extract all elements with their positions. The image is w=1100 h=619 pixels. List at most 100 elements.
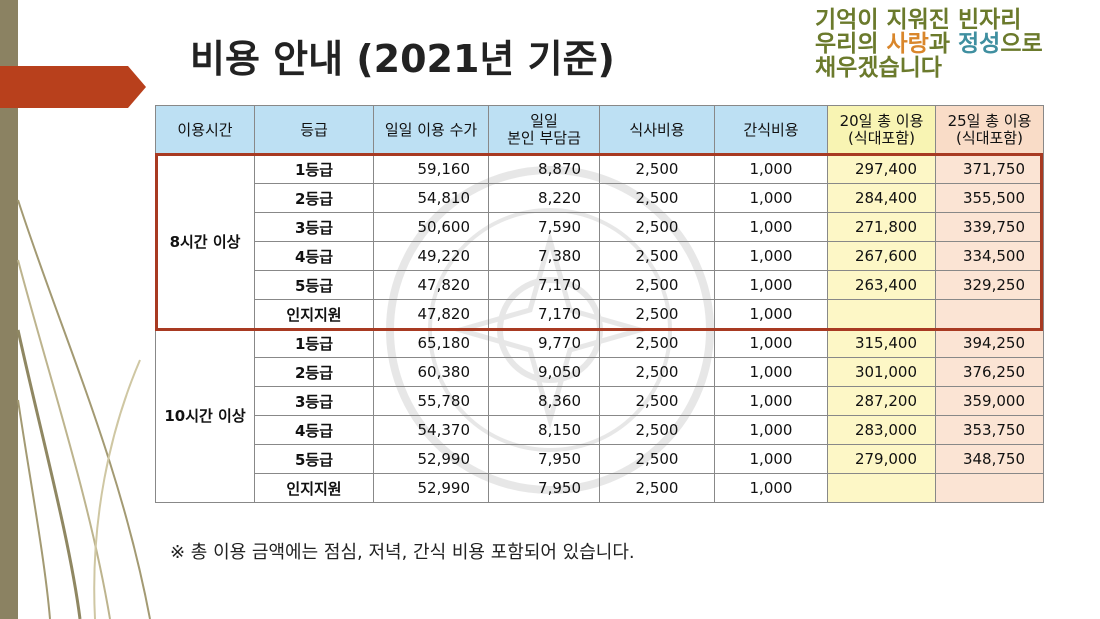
table-row: 8시간 이상 1등급 59,160 8,870 2,500 1,000 297,400 371…: [155, 154, 1044, 329]
total-20-cell: 283,000: [827, 415, 936, 445]
self-pay-cell: 8,870: [488, 154, 600, 184]
table-row: 5등급 52,990 7,950 2,500 1,000 279,000 348,750: [156, 444, 1044, 474]
meal-cost-cell: 2,500: [599, 212, 715, 242]
table-row: 인지지원 52,990 7,950 2,500 1,000: [156, 473, 1044, 503]
total-25-cell: 329,250: [935, 270, 1044, 300]
grade-cell: 3등급: [254, 212, 374, 242]
daily-fee-cell: 65,180: [373, 328, 489, 358]
grade-cell: 2등급: [254, 357, 374, 387]
header-self-pay-line1: 일일: [530, 112, 558, 130]
daily-fee-cell: 60,380: [373, 357, 489, 387]
snack-cost-cell: 1,000: [714, 357, 828, 387]
red-arrow-tab: [0, 66, 146, 108]
tagline-love: 사랑: [886, 31, 929, 57]
left-decorative-band: [0, 0, 18, 619]
fee-table-container: 이용시간 등급 일일 이용 수가 일일 본인 부담금 식사비용 간식비용 20일 …: [155, 105, 1044, 503]
tagline-line2-suffix: 으로: [1000, 31, 1043, 57]
snack-cost-cell: 1,000: [714, 183, 828, 213]
header-self-pay: 일일 본인 부담금: [488, 105, 600, 155]
total-25-cell: 359,000: [935, 386, 1044, 416]
total-25-cell: 339,750: [935, 212, 1044, 242]
tagline-line3: 채우겠습니다: [815, 55, 942, 81]
tagline: 기억이 지워진 빈자리 우리의 사랑과 정성으로 채우겠습니다: [815, 8, 1043, 80]
footnote: ※ 총 이용 금액에는 점심, 저녁, 간식 비용 포함되어 있습니다.: [170, 542, 635, 563]
meal-cost-cell: 2,500: [599, 415, 715, 445]
header-total-25: 25일 총 이용 (식대포함): [935, 105, 1044, 155]
grade-cell: 4등급: [254, 415, 374, 445]
tagline-line1: 기억이 지워진 빈자리: [815, 7, 1022, 33]
daily-fee-cell: 49,220: [373, 241, 489, 271]
grade-cell: 인지지원: [254, 299, 374, 329]
self-pay-cell: 7,170: [488, 299, 600, 329]
total-20-cell: 279,000: [827, 444, 936, 474]
meal-cost-cell: 2,500: [599, 299, 715, 329]
self-pay-cell: 7,590: [488, 212, 600, 242]
header-time: 이용시간: [155, 105, 255, 155]
total-25-cell: [935, 299, 1044, 329]
meal-cost-cell: 2,500: [599, 444, 715, 474]
total-25-cell: [935, 473, 1044, 503]
total-20-cell: 263,400: [827, 270, 936, 300]
table-row: 2등급 54,810 8,220 2,500 1,000 284,400 355,500: [156, 183, 1044, 213]
total-20-cell: 267,600: [827, 241, 936, 271]
meal-cost-cell: 2,500: [599, 154, 715, 184]
snack-cost-cell: 1,000: [714, 444, 828, 474]
table-row: 인지지원 47,820 7,170 2,500 1,000: [156, 299, 1044, 329]
meal-cost-cell: 2,500: [599, 328, 715, 358]
grade-cell: 1등급: [254, 154, 374, 184]
table-row: 5등급 47,820 7,170 2,500 1,000 263,400 329,250: [156, 270, 1044, 300]
header-total-20-line1: 20일 총 이용: [839, 112, 924, 130]
snack-cost-cell: 1,000: [714, 212, 828, 242]
self-pay-cell: 8,220: [488, 183, 600, 213]
total-20-cell: 284,400: [827, 183, 936, 213]
table-header-row: 이용시간 등급 일일 이용 수가 일일 본인 부담금 식사비용 간식비용 20일 …: [155, 105, 1044, 155]
header-total-20-line2: (식대포함): [848, 129, 915, 147]
table-row: 10시간 이상 1등급 65,180 9,770 2,500 1,000 315,400 39…: [155, 328, 1044, 503]
meal-cost-cell: 2,500: [599, 183, 715, 213]
self-pay-cell: 7,950: [488, 473, 600, 503]
grade-cell: 인지지원: [254, 473, 374, 503]
header-grade: 등급: [254, 105, 374, 155]
self-pay-cell: 9,770: [488, 328, 600, 358]
grade-cell: 5등급: [254, 444, 374, 474]
total-20-cell: [827, 299, 936, 329]
daily-fee-cell: 55,780: [373, 386, 489, 416]
total-20-cell: 271,800: [827, 212, 936, 242]
table-row: 3등급 50,600 7,590 2,500 1,000 271,800 339,750: [156, 212, 1044, 242]
total-20-cell: [827, 473, 936, 503]
meal-cost-cell: 2,500: [599, 270, 715, 300]
table-row: 4등급 54,370 8,150 2,500 1,000 283,000 353,750: [156, 415, 1044, 445]
daily-fee-cell: 52,990: [373, 444, 489, 474]
total-25-cell: 334,500: [935, 241, 1044, 271]
total-20-cell: 297,400: [827, 154, 936, 184]
daily-fee-cell: 54,810: [373, 183, 489, 213]
snack-cost-cell: 1,000: [714, 154, 828, 184]
self-pay-cell: 8,150: [488, 415, 600, 445]
meal-cost-cell: 2,500: [599, 473, 715, 503]
grade-cell: 5등급: [254, 270, 374, 300]
self-pay-cell: 9,050: [488, 357, 600, 387]
total-20-cell: 301,000: [827, 357, 936, 387]
total-20-cell: 315,400: [827, 328, 936, 358]
total-25-cell: 394,250: [935, 328, 1044, 358]
grade-cell: 3등급: [254, 386, 374, 416]
grade-cell: 4등급: [254, 241, 374, 271]
header-total-25-line2: (식대포함): [956, 129, 1023, 147]
fee-table: 이용시간 등급 일일 이용 수가 일일 본인 부담금 식사비용 간식비용 20일 …: [155, 105, 1044, 503]
total-25-cell: 353,750: [935, 415, 1044, 445]
meal-cost-cell: 2,500: [599, 386, 715, 416]
snack-cost-cell: 1,000: [714, 241, 828, 271]
self-pay-cell: 8,360: [488, 386, 600, 416]
self-pay-cell: 7,950: [488, 444, 600, 474]
header-total-20: 20일 총 이용 (식대포함): [827, 105, 936, 155]
decorative-curves: [16, 199, 151, 619]
header-snack: 간식비용: [714, 105, 828, 155]
daily-fee-cell: 47,820: [373, 299, 489, 329]
meal-cost-cell: 2,500: [599, 241, 715, 271]
snack-cost-cell: 1,000: [714, 386, 828, 416]
total-25-cell: 376,250: [935, 357, 1044, 387]
table-row: 3등급 55,780 8,360 2,500 1,000 287,200 359,000: [156, 386, 1044, 416]
table-row: 4등급 49,220 7,380 2,500 1,000 267,600 334,500: [156, 241, 1044, 271]
self-pay-cell: 7,170: [488, 270, 600, 300]
grade-cell: 2등급: [254, 183, 374, 213]
